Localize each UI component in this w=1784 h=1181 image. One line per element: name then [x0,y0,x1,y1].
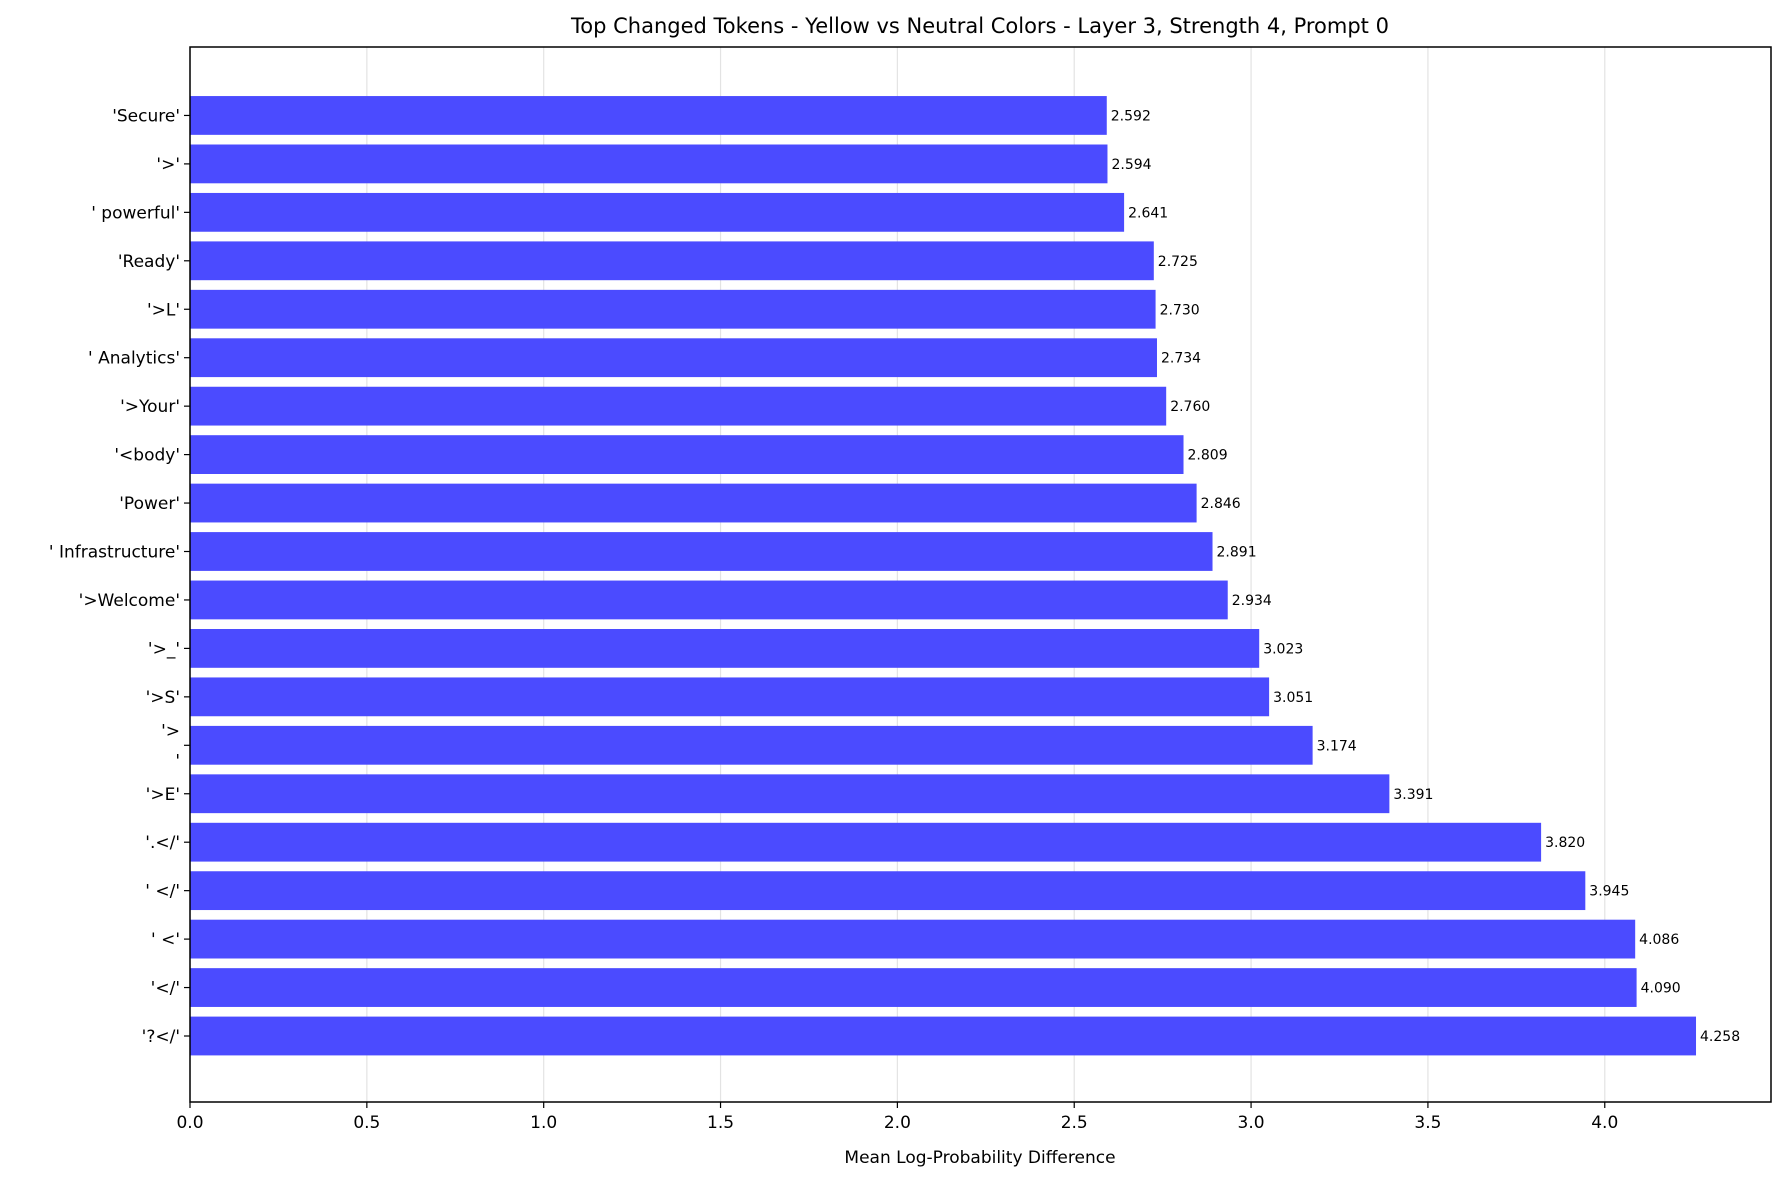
y-tick-label: '>L' [147,300,180,320]
y-tick-label: '>Welcome' [79,591,180,611]
chart-title: Top Changed Tokens - Yellow vs Neutral C… [570,14,1389,38]
bar [190,968,1637,1007]
y-tick-label: 'Power' [119,494,180,514]
value-labels: 4.258 4.090 4.086 3.945 3.820 3.391 3.174 3.051… [1111,108,1740,1045]
data-label: 2.725 [1158,254,1198,270]
y-tick-label: '<body' [114,446,180,466]
y-tick-label: '?</' [142,1027,180,1047]
y-tick-label: '.</' [145,833,180,853]
y-tick-label: ' powerful' [91,203,180,223]
bar [190,725,1313,765]
bar [190,386,1167,426]
bar [190,96,1107,135]
y-tick-label: ' </' [145,882,180,902]
data-label: 2.592 [1111,108,1151,124]
x-tick-label: 0.5 [353,1113,380,1133]
bar [190,871,1586,911]
data-label: 2.734 [1161,351,1201,367]
x-tick-label: 3.0 [1238,1113,1265,1133]
y-tick-label: ' Analytics' [88,349,180,369]
bar [190,919,1636,959]
data-label: 4.086 [1639,932,1679,948]
y-tick-label: 'Ready' [118,252,180,272]
x-axis-label: Mean Log-Probability Difference [844,1148,1115,1168]
x-tick-label: 4.0 [1591,1113,1618,1133]
x-tick-label: 3.5 [1414,1113,1441,1133]
data-label: 3.051 [1273,690,1313,706]
y-tick-label: 'Secure' [112,106,180,126]
bar [190,822,1542,862]
bar [190,192,1125,232]
data-label: 3.023 [1263,641,1303,657]
bar [190,338,1157,378]
bar [190,774,1390,814]
data-label: 3.174 [1317,738,1357,754]
data-label: 3.391 [1393,787,1433,803]
bar [190,289,1156,329]
data-label: 2.809 [1188,448,1228,464]
data-label: 3.945 [1589,884,1629,900]
bar [190,1016,1697,1056]
data-label: 2.846 [1201,496,1241,512]
x-tick-label: 0.0 [176,1113,203,1133]
x-tick-label: 1.5 [707,1113,734,1133]
bars [190,96,1697,1056]
data-label: 2.934 [1232,593,1272,609]
y-tick-label: '</' [151,979,180,999]
data-label: 2.891 [1217,545,1257,561]
data-label: 2.730 [1160,302,1200,318]
y-tick-label: '>_' [148,639,180,659]
data-label: 2.760 [1170,399,1210,415]
y-tick-label: '>E' [146,785,180,805]
y-tick-label: ' <' [151,930,180,950]
plot-frame [189,46,1772,1103]
bar [190,483,1197,523]
y-tick-label: '>S' [146,688,180,708]
data-label: 3.820 [1545,835,1585,851]
y-axis-ticks: '?</' '</' ' <' ' </' '.</' '>E' '> ' '>S' '>_' '>… [49,106,190,1047]
data-label: 2.594 [1111,157,1151,173]
bar [190,532,1213,571]
data-label: 2.641 [1128,205,1168,221]
y-tick-label: '>' [156,155,180,175]
x-axis-ticks: 0.0 0.5 1.0 1.5 2.0 2.5 3.0 3.5 4.0 [176,1102,1618,1133]
y-tick-label: ' Infrastructure' [49,543,180,563]
y-tick-label: '>' [161,721,180,771]
bar [190,629,1260,668]
bar [190,435,1184,474]
x-tick-label: 1.0 [530,1113,557,1133]
bar [190,580,1228,620]
bar [190,144,1108,184]
data-label: 4.090 [1641,981,1681,997]
y-tick-label: '>Your' [120,397,180,417]
bar [190,241,1154,281]
x-tick-label: 2.5 [1061,1113,1088,1133]
bar [190,677,1270,717]
data-label: 4.258 [1700,1029,1740,1045]
x-tick-label: 2.0 [884,1113,911,1133]
